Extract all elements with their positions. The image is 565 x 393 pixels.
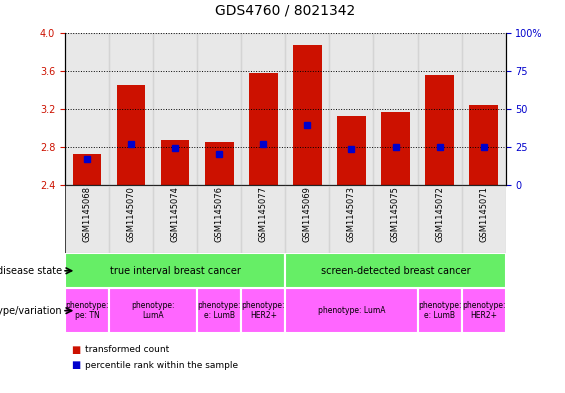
Text: screen-detected breast cancer: screen-detected breast cancer bbox=[321, 266, 470, 276]
Text: percentile rank within the sample: percentile rank within the sample bbox=[85, 361, 238, 370]
Bar bbox=[293, 45, 321, 185]
Text: GSM1145075: GSM1145075 bbox=[391, 186, 400, 242]
Bar bbox=[65, 288, 109, 333]
Text: phenotype:
e: LumB: phenotype: e: LumB bbox=[418, 301, 461, 320]
Bar bbox=[249, 73, 277, 185]
Bar bbox=[161, 140, 189, 185]
Bar bbox=[241, 185, 285, 253]
Bar bbox=[65, 253, 285, 288]
Bar bbox=[65, 185, 109, 253]
Bar bbox=[205, 142, 233, 185]
Bar bbox=[418, 33, 462, 185]
Text: phenotype:
e: LumB: phenotype: e: LumB bbox=[198, 301, 241, 320]
Text: phenotype:
HER2+: phenotype: HER2+ bbox=[462, 301, 505, 320]
Bar bbox=[197, 288, 241, 333]
Bar bbox=[65, 33, 109, 185]
Bar bbox=[425, 75, 454, 185]
Text: GSM1145074: GSM1145074 bbox=[171, 186, 180, 242]
Bar bbox=[470, 105, 498, 185]
Bar bbox=[285, 33, 329, 185]
Bar bbox=[381, 112, 410, 185]
Bar bbox=[418, 185, 462, 253]
Bar bbox=[462, 185, 506, 253]
Text: phenotype:
LumA: phenotype: LumA bbox=[132, 301, 175, 320]
Bar bbox=[373, 185, 418, 253]
Bar bbox=[73, 154, 101, 185]
Bar bbox=[153, 185, 197, 253]
Text: ■: ■ bbox=[71, 360, 80, 371]
Bar bbox=[337, 116, 366, 185]
Bar bbox=[285, 185, 329, 253]
Bar bbox=[373, 33, 418, 185]
Bar bbox=[109, 33, 153, 185]
Bar bbox=[109, 288, 197, 333]
Text: phenotype:
HER2+: phenotype: HER2+ bbox=[242, 301, 285, 320]
Text: GSM1145071: GSM1145071 bbox=[479, 186, 488, 242]
Bar bbox=[329, 185, 373, 253]
Text: GSM1145072: GSM1145072 bbox=[435, 186, 444, 242]
Bar bbox=[285, 253, 506, 288]
Bar bbox=[117, 85, 145, 185]
Text: ■: ■ bbox=[71, 345, 80, 355]
Bar bbox=[285, 288, 418, 333]
Text: GSM1145069: GSM1145069 bbox=[303, 186, 312, 242]
Text: phenotype: LumA: phenotype: LumA bbox=[318, 306, 385, 315]
Text: transformed count: transformed count bbox=[85, 345, 169, 354]
Bar bbox=[462, 33, 506, 185]
Text: GSM1145077: GSM1145077 bbox=[259, 186, 268, 242]
Bar bbox=[153, 33, 197, 185]
Bar bbox=[329, 33, 373, 185]
Text: phenotype:
pe: TN: phenotype: pe: TN bbox=[66, 301, 108, 320]
Bar bbox=[241, 33, 285, 185]
Text: disease state: disease state bbox=[0, 266, 62, 276]
Text: GDS4760 / 8021342: GDS4760 / 8021342 bbox=[215, 4, 355, 18]
Bar bbox=[462, 288, 506, 333]
Text: GSM1145076: GSM1145076 bbox=[215, 186, 224, 242]
Bar bbox=[197, 185, 241, 253]
Text: genotype/variation: genotype/variation bbox=[0, 306, 62, 316]
Text: GSM1145073: GSM1145073 bbox=[347, 186, 356, 242]
Bar bbox=[418, 288, 462, 333]
Bar bbox=[241, 288, 285, 333]
Bar bbox=[197, 33, 241, 185]
Text: GSM1145070: GSM1145070 bbox=[127, 186, 136, 242]
Text: true interval breast cancer: true interval breast cancer bbox=[110, 266, 241, 276]
Text: GSM1145068: GSM1145068 bbox=[82, 186, 92, 242]
Bar bbox=[109, 185, 153, 253]
